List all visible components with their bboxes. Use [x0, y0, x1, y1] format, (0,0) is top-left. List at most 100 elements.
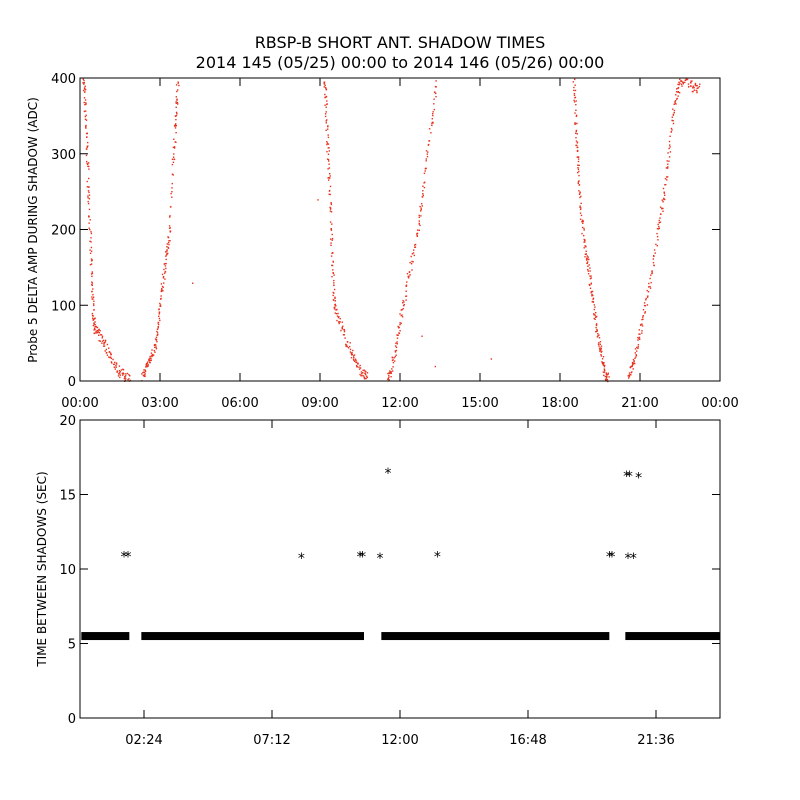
- amplitude-point: [645, 299, 647, 301]
- amplitude-point: [103, 343, 105, 345]
- amplitude-point: [84, 85, 86, 87]
- amplitude-point: [149, 357, 151, 359]
- amplitude-point: [678, 83, 680, 86]
- amplitude-point: [343, 330, 346, 333]
- amplitude-point: [88, 227, 90, 229]
- amplitude-point: [418, 216, 420, 218]
- amplitude-point: [605, 372, 607, 374]
- amplitude-point: [334, 300, 336, 302]
- amplitude-point: [587, 270, 589, 272]
- amplitude-point: [110, 353, 112, 355]
- amplitude-point: [587, 268, 589, 271]
- amplitude-point: [329, 175, 331, 177]
- interval-y-tick-label: 20: [59, 414, 76, 429]
- amplitude-point: [101, 340, 104, 342]
- amplitude-point: [669, 151, 672, 153]
- amplitude-point: [363, 369, 365, 371]
- amplitude-point: [405, 299, 407, 301]
- amplitude-point: [401, 309, 403, 311]
- amplitude-point: [668, 147, 670, 150]
- amplitude-point: [343, 329, 346, 331]
- amplitude-point: [593, 313, 595, 315]
- amplitude-point: [694, 82, 697, 85]
- amplitude-point: [360, 375, 362, 377]
- amplitude-point: [94, 324, 96, 326]
- amplitude-axes: 00:00 03:00 06:00 09:00 12:00 15:00 18:00 21:00…: [51, 72, 739, 411]
- amplitude-point: [578, 170, 580, 173]
- amplitude-point: [389, 370, 391, 372]
- amplitude-point: [672, 120, 674, 122]
- amplitude-point: [668, 140, 671, 143]
- amplitude-point: [168, 243, 170, 246]
- amplitude-point: [396, 341, 398, 343]
- amplitude-point: [350, 357, 353, 359]
- amplitude-point: [591, 293, 593, 296]
- amplitude-plot-frame: [79, 77, 721, 382]
- amplitude-point: [105, 348, 107, 351]
- amplitude-x-tick-label: 00:00: [61, 396, 98, 411]
- amplitude-point: [116, 370, 118, 372]
- amplitude-point: [99, 340, 101, 342]
- amplitude-point: [637, 344, 640, 346]
- amplitude-point: [575, 104, 577, 106]
- amplitude-point: [167, 236, 169, 238]
- amplitude-point: [597, 335, 599, 337]
- amplitude-point: [353, 355, 355, 357]
- amplitude-point: [97, 331, 99, 333]
- amplitude-point: [699, 83, 701, 85]
- amplitude-point: [324, 104, 326, 106]
- interval-y-tick-label: 5: [68, 638, 76, 653]
- amplitude-point: [84, 110, 87, 112]
- amplitude-point: [691, 80, 693, 82]
- amplitude-point: [657, 228, 660, 230]
- amplitude-point: [328, 147, 330, 149]
- amplitude-point: [101, 337, 103, 339]
- amplitude-point: [165, 251, 167, 253]
- amplitude-point: [90, 231, 92, 233]
- amplitude-point: [98, 340, 100, 342]
- amplitude-point: [109, 356, 111, 359]
- amplitude-point: [91, 312, 94, 315]
- amplitude-point: [413, 249, 415, 251]
- amplitude-point: [86, 160, 88, 163]
- amplitude-point: [94, 326, 96, 328]
- amplitude-point: [642, 315, 644, 317]
- amplitude-point: [600, 348, 602, 350]
- amplitude-point: [648, 286, 650, 288]
- amplitude-point: [85, 154, 88, 157]
- amplitude-point: [631, 365, 633, 367]
- amplitude-point: [89, 264, 92, 266]
- amplitude-point: [144, 373, 146, 375]
- amplitude-x-tick-label: 06:00: [221, 396, 258, 411]
- amplitude-point: [128, 374, 130, 376]
- amplitude-point: [405, 290, 407, 292]
- amplitude-point: [167, 246, 169, 249]
- amplitude-point: [168, 240, 170, 242]
- amplitude-point: [434, 91, 436, 93]
- amplitude-point: [334, 308, 336, 310]
- amplitude-point: [157, 333, 159, 336]
- amplitude-point: [602, 363, 604, 365]
- amplitude-point: [576, 133, 578, 135]
- amplitude-point: [84, 118, 87, 120]
- amplitude-point: [142, 374, 145, 376]
- amplitude-point: [575, 129, 578, 132]
- amplitude-point: [406, 281, 408, 283]
- amplitude-point: [151, 355, 153, 358]
- amplitude-point: [352, 358, 355, 360]
- amplitude-point: [176, 90, 178, 93]
- amplitude-point: [330, 255, 333, 257]
- amplitude-point: [583, 247, 585, 249]
- amplitude-point: [630, 371, 632, 374]
- amplitude-point: [327, 168, 329, 170]
- amplitude-point: [583, 234, 585, 237]
- amplitude-point: [596, 330, 598, 332]
- amplitude-y-tick-label: 0: [68, 375, 76, 390]
- amplitude-point: [659, 217, 661, 219]
- amplitude-point: [651, 272, 653, 274]
- amplitude-point: [646, 289, 648, 292]
- amplitude-point: [600, 354, 602, 356]
- amplitude-point: [637, 336, 639, 339]
- amplitude-point: [396, 337, 399, 339]
- amplitude-point: [573, 101, 576, 103]
